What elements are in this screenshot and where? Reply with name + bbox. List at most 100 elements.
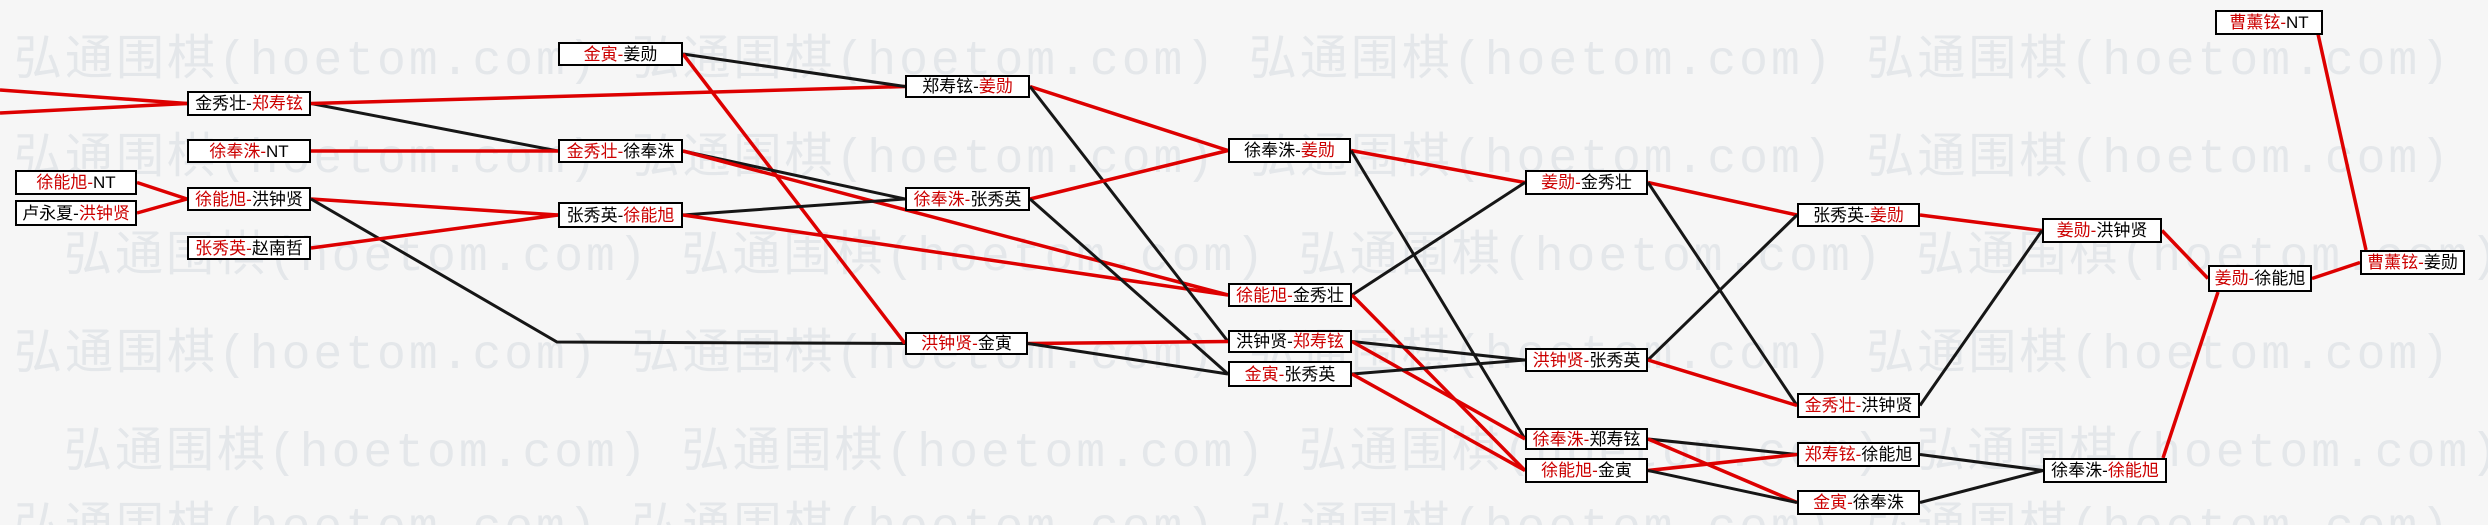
player-name-left: 徐能旭 bbox=[1236, 285, 1288, 305]
vs-dash: - bbox=[2280, 13, 2286, 32]
player-name-right: 金寅 bbox=[1597, 461, 1632, 480]
bracket-link-line bbox=[0, 88, 188, 106]
vs-dash: - bbox=[617, 141, 624, 161]
bracket-link-line bbox=[1647, 437, 1798, 456]
player-name-right: 郑寿铉 bbox=[251, 94, 303, 113]
vs-dash: - bbox=[1278, 364, 1285, 384]
bracket-link-line bbox=[136, 180, 188, 201]
bracket-link-line bbox=[1029, 148, 1229, 201]
player-name-right: 徐奉洙 bbox=[1852, 493, 1904, 512]
bracket-link-line bbox=[1919, 213, 2043, 233]
match-box: 金寅 - 张秀英 bbox=[1228, 361, 1352, 387]
player-name-left: 张秀英 bbox=[1813, 205, 1865, 225]
vs-dash: - bbox=[964, 189, 971, 209]
player-name-right: NT bbox=[266, 141, 289, 161]
match-box: 徐奉洙 - 姜勋 bbox=[1228, 138, 1351, 163]
player-name-right: 洪钟贤 bbox=[1861, 396, 1913, 415]
vs-dash: - bbox=[246, 189, 252, 209]
player-name-left: 洪钟贤 bbox=[921, 334, 973, 353]
bracket-link-line bbox=[1350, 293, 1527, 472]
match-box: 徐能旭 - 金寅 bbox=[1525, 458, 1648, 483]
player-name-right: NT bbox=[2286, 13, 2309, 32]
player-name-left: 徐奉洙 bbox=[2051, 461, 2103, 480]
match-box: 卢永夏 - 洪钟贤 bbox=[15, 200, 137, 226]
player-name-right: 郑寿铉 bbox=[1589, 429, 1641, 449]
player-name-left: 徐能旭 bbox=[195, 189, 247, 209]
bracket-link-line bbox=[1919, 469, 2044, 504]
bracket-link-line bbox=[1647, 358, 1798, 408]
bracket-link-line bbox=[1646, 213, 1799, 362]
match-box: 金秀壮 - 郑寿铉 bbox=[187, 91, 311, 116]
bracket-link-line bbox=[682, 197, 906, 217]
match-box: 洪钟贤 - 张秀英 bbox=[1525, 348, 1648, 372]
player-name-left: 金寅 bbox=[1244, 364, 1279, 384]
match-box: 徐奉洙 - NT bbox=[187, 139, 311, 163]
player-name-left: 姜勋 bbox=[2056, 221, 2091, 240]
bracket-link-line bbox=[310, 197, 559, 217]
vs-dash: - bbox=[246, 94, 252, 113]
player-name-left: 徐奉洙 bbox=[209, 141, 261, 161]
bracket-link-line bbox=[1029, 197, 1229, 376]
player-name-left: 徐能旭 bbox=[36, 173, 88, 192]
bracket-link-line bbox=[1351, 339, 1526, 441]
player-name-left: 姜勋 bbox=[1541, 173, 1576, 192]
match-box: 金寅 - 徐奉洙 bbox=[1797, 490, 1920, 515]
player-name-left: 徐奉洙 bbox=[1244, 141, 1296, 160]
match-box: 徐奉洙 - 张秀英 bbox=[905, 187, 1030, 211]
vs-dash: - bbox=[260, 141, 266, 161]
match-box: 郑寿铉 - 姜勋 bbox=[905, 75, 1030, 98]
player-name-right: 姜勋 bbox=[623, 44, 658, 64]
vs-dash: - bbox=[1583, 429, 1590, 449]
match-box: 张秀英 - 赵南哲 bbox=[187, 236, 311, 260]
match-box: 张秀英 - 姜勋 bbox=[1797, 203, 1920, 227]
vs-dash: - bbox=[2248, 269, 2255, 288]
vs-dash: - bbox=[1575, 173, 1581, 192]
bracket-link-line bbox=[0, 101, 188, 115]
match-box: 徐奉洙 - 郑寿铉 bbox=[1525, 428, 1648, 450]
match-box: 洪钟贤 - 郑寿铉 bbox=[1228, 330, 1352, 353]
bracket-link-line bbox=[1647, 469, 1798, 504]
match-box: 徐奉洙 - 徐能旭 bbox=[2043, 458, 2167, 483]
vs-dash: - bbox=[2102, 461, 2108, 480]
bracket-link-line bbox=[2160, 229, 2210, 280]
vs-dash: - bbox=[1847, 493, 1853, 512]
player-name-left: 郑寿铉 bbox=[922, 77, 974, 96]
vs-dash: - bbox=[1583, 350, 1590, 370]
player-name-left: 张秀英 bbox=[566, 205, 618, 225]
bracket-link-line bbox=[682, 149, 1229, 297]
vs-dash: - bbox=[2418, 253, 2424, 272]
bracket-link-line bbox=[1647, 437, 1798, 505]
match-box: 姜勋 - 徐能旭 bbox=[2208, 265, 2312, 292]
player-name-left: 金秀壮 bbox=[1804, 396, 1856, 415]
bracket-link-line bbox=[136, 197, 188, 215]
match-box: 郑寿铉 - 徐能旭 bbox=[1797, 442, 1920, 467]
bracket-link-line bbox=[1918, 229, 2044, 407]
bracket-link-line bbox=[1351, 372, 1526, 473]
bracket-link-line bbox=[1349, 149, 1527, 440]
bracket-link-line bbox=[1351, 358, 1526, 376]
match-box: 姜勋 - 金秀壮 bbox=[1525, 170, 1648, 195]
player-name-right: 徐能旭 bbox=[623, 205, 675, 225]
bracket-link-line bbox=[1027, 339, 1229, 346]
bracket-link-line bbox=[2316, 33, 2368, 251]
bracket-link-line bbox=[310, 102, 559, 153]
bracket-link-line bbox=[1351, 340, 1526, 362]
player-name-right: 姜勋 bbox=[1300, 141, 1335, 160]
player-name-left: 金秀壮 bbox=[195, 94, 247, 113]
vs-dash: - bbox=[246, 238, 252, 258]
match-box: 曹薰铉 - NT bbox=[2215, 10, 2323, 35]
player-name-left: 郑寿铉 bbox=[1804, 445, 1856, 464]
player-name-right: 徐奉洙 bbox=[623, 141, 675, 161]
match-box: 徐能旭 - 洪钟贤 bbox=[187, 187, 311, 211]
player-name-right: 张秀英 bbox=[1589, 350, 1641, 370]
bracket-link-line bbox=[1647, 452, 1798, 473]
bracket-link-line bbox=[2311, 260, 2361, 281]
vs-dash: - bbox=[1592, 461, 1598, 480]
player-name-right: NT bbox=[93, 173, 116, 192]
vs-dash: - bbox=[1287, 285, 1293, 305]
player-name-right: 姜勋 bbox=[2423, 253, 2458, 272]
vs-dash: - bbox=[973, 77, 979, 96]
player-name-right: 郑寿铉 bbox=[1292, 332, 1344, 351]
